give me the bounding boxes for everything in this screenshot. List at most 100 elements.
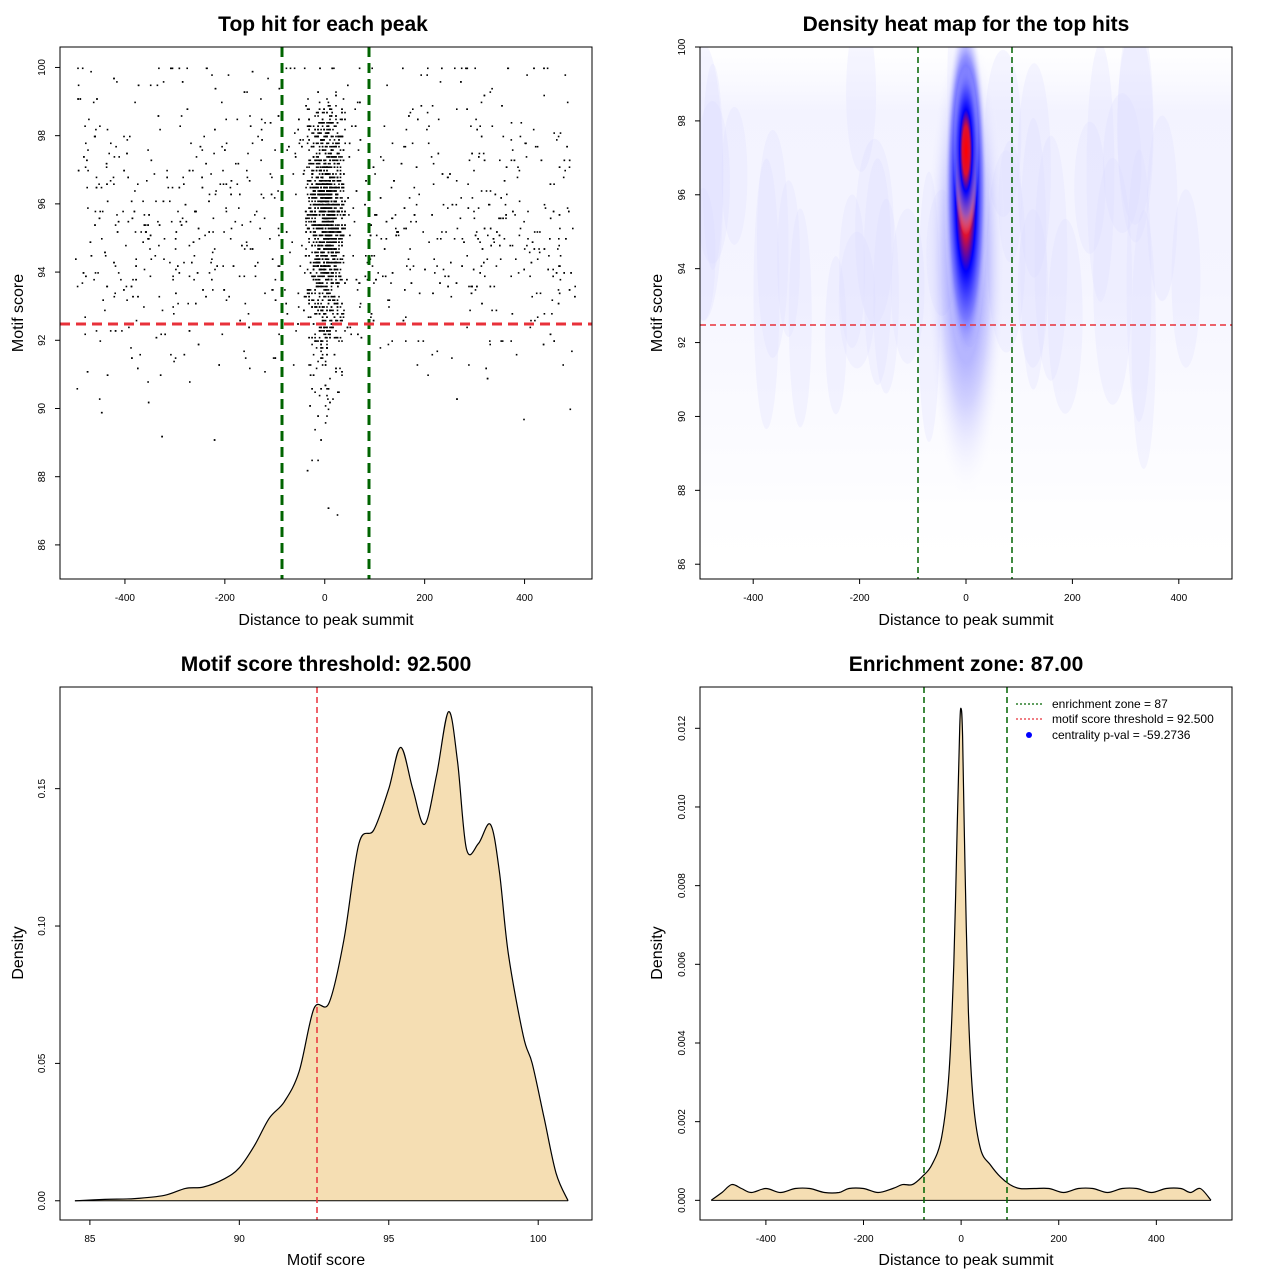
data-point xyxy=(317,275,319,278)
data-point xyxy=(375,214,378,216)
data-point xyxy=(344,210,346,213)
data-point xyxy=(485,190,488,192)
data-point xyxy=(320,207,322,209)
data-point xyxy=(536,145,539,148)
data-point xyxy=(143,268,146,271)
data-point xyxy=(333,166,336,168)
data-point xyxy=(109,330,112,332)
data-point xyxy=(391,340,393,342)
data-point xyxy=(338,224,340,226)
data-point xyxy=(323,139,325,141)
data-point xyxy=(335,200,337,203)
data-point xyxy=(77,169,80,172)
data-point xyxy=(333,176,336,179)
data-point xyxy=(87,149,89,151)
data-point xyxy=(317,183,319,185)
data-point xyxy=(532,128,535,131)
data-point xyxy=(332,173,334,175)
data-point xyxy=(192,169,194,172)
data-point xyxy=(213,439,216,441)
data-point xyxy=(311,292,313,295)
data-point xyxy=(343,173,345,175)
data-point xyxy=(382,275,384,278)
data-point xyxy=(95,176,98,179)
data-point xyxy=(335,193,337,196)
data-point xyxy=(543,203,546,206)
data-point xyxy=(500,197,502,199)
data-point xyxy=(245,241,248,243)
data-point xyxy=(99,210,101,213)
data-point xyxy=(336,231,339,233)
data-point xyxy=(344,128,346,131)
data-point xyxy=(337,227,339,230)
data-point xyxy=(341,200,343,203)
data-point xyxy=(332,224,334,226)
data-point xyxy=(323,135,325,138)
x-tick-label: -400 xyxy=(743,593,763,604)
data-point xyxy=(317,190,319,192)
data-point xyxy=(311,336,313,339)
data-point xyxy=(336,197,339,199)
data-point xyxy=(330,295,333,298)
data-point xyxy=(241,224,243,226)
data-point xyxy=(314,128,316,131)
data-point xyxy=(336,306,339,308)
data-point xyxy=(306,125,309,127)
data-point xyxy=(329,330,331,332)
data-point xyxy=(385,238,388,240)
data-point xyxy=(321,234,324,237)
data-point xyxy=(294,152,297,155)
data-point xyxy=(338,238,340,240)
data-point xyxy=(346,278,348,281)
data-point xyxy=(371,255,373,257)
data-point xyxy=(336,180,339,182)
x-tick-label: 95 xyxy=(383,1234,395,1245)
data-point xyxy=(549,217,552,220)
data-point xyxy=(309,210,312,213)
data-point xyxy=(318,292,321,295)
data-point xyxy=(214,268,216,271)
data-point xyxy=(342,98,345,100)
data-point xyxy=(195,156,198,158)
data-point xyxy=(327,197,330,199)
data-point xyxy=(317,159,319,162)
data-point xyxy=(359,101,361,104)
data-point xyxy=(323,159,325,162)
data-point xyxy=(308,125,310,127)
data-point xyxy=(150,159,153,162)
data-point xyxy=(315,176,318,179)
data-point xyxy=(332,186,334,189)
data-point xyxy=(181,81,184,83)
data-point xyxy=(538,251,541,254)
data-point xyxy=(480,190,483,192)
data-point xyxy=(559,227,561,230)
data-point xyxy=(321,166,324,168)
data-point xyxy=(314,302,316,305)
data-point xyxy=(329,139,331,141)
data-point xyxy=(312,268,315,271)
data-point xyxy=(332,203,334,206)
y-tick-label: 90 xyxy=(677,410,688,422)
data-point xyxy=(309,159,312,162)
data-point xyxy=(337,285,339,288)
data-point xyxy=(459,217,462,220)
data-point xyxy=(113,183,115,185)
data-point xyxy=(326,122,328,124)
heat-streak xyxy=(890,208,925,364)
data-point xyxy=(335,319,337,322)
data-point xyxy=(341,118,343,121)
data-point xyxy=(125,244,127,247)
plot-frame xyxy=(699,686,1233,1221)
data-point xyxy=(543,313,546,315)
data-point xyxy=(515,353,518,356)
data-point xyxy=(147,224,149,226)
x-axis: -400 -200 0 200 400 xyxy=(115,579,533,604)
data-point xyxy=(426,111,429,114)
data-point xyxy=(117,220,120,223)
data-point xyxy=(329,115,331,117)
data-point xyxy=(243,91,246,93)
data-point xyxy=(326,166,328,168)
data-point xyxy=(320,388,322,390)
data-point xyxy=(118,156,120,158)
heat-streak xyxy=(777,180,800,338)
